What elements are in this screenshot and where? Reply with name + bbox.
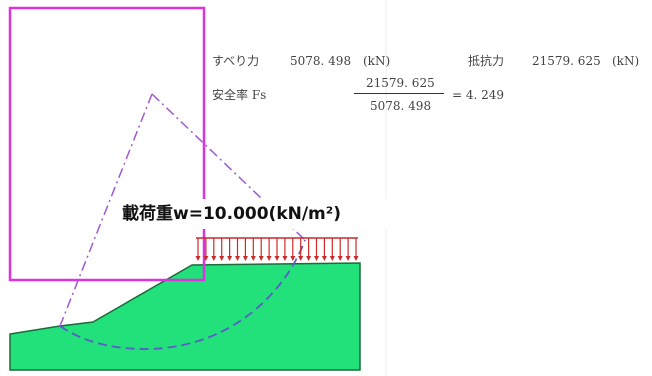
- load-label: 載荷重w=10.000(kN/m²): [122, 199, 400, 229]
- load-arrow: [266, 238, 272, 261]
- load-arrow: [282, 238, 288, 261]
- safety-factor-result: = 4. 249: [452, 88, 505, 102]
- load-arrow: [235, 238, 240, 261]
- fraction-bar: [354, 93, 444, 94]
- load-arrow: [314, 238, 319, 261]
- load-arrow: [250, 238, 256, 261]
- load-arrow: [337, 238, 343, 261]
- fraction-numerator: 21579. 625: [366, 76, 435, 90]
- load-arrow: [329, 238, 335, 261]
- load-arrow: [353, 238, 359, 261]
- sliding-force-label: すべり力: [212, 54, 260, 68]
- load-arrow: [195, 238, 201, 261]
- load-arrow: [203, 238, 209, 261]
- resisting-force-value: 21579. 625: [532, 54, 601, 68]
- distributed-load: [195, 237, 359, 261]
- load-arrow: [242, 238, 248, 261]
- resisting-force-unit: (kN): [612, 54, 640, 68]
- load-arrow: [211, 238, 217, 261]
- slip-circle-radius-lines: [59, 93, 306, 327]
- load-arrow: [306, 238, 312, 261]
- sliding-force-unit: (kN): [363, 54, 391, 68]
- load-arrow: [258, 238, 264, 261]
- load-arrow: [290, 238, 296, 261]
- slope-ground: [9, 262, 361, 371]
- load-arrow: [298, 238, 304, 261]
- analysis-frame: [8, 6, 206, 282]
- fraction-denominator: 5078. 498: [370, 99, 432, 113]
- load-arrow: [345, 238, 351, 261]
- load-arrow: [219, 238, 225, 261]
- load-arrow: [227, 238, 233, 261]
- resisting-force-label: 抵抗力: [468, 54, 505, 68]
- load-arrow: [321, 238, 327, 261]
- sliding-force-value: 5078. 498: [290, 54, 352, 68]
- slip-circle-arc: [59, 239, 306, 350]
- safety-factor-label: 安全率 Fs: [212, 88, 267, 102]
- load-arrow: [274, 238, 280, 261]
